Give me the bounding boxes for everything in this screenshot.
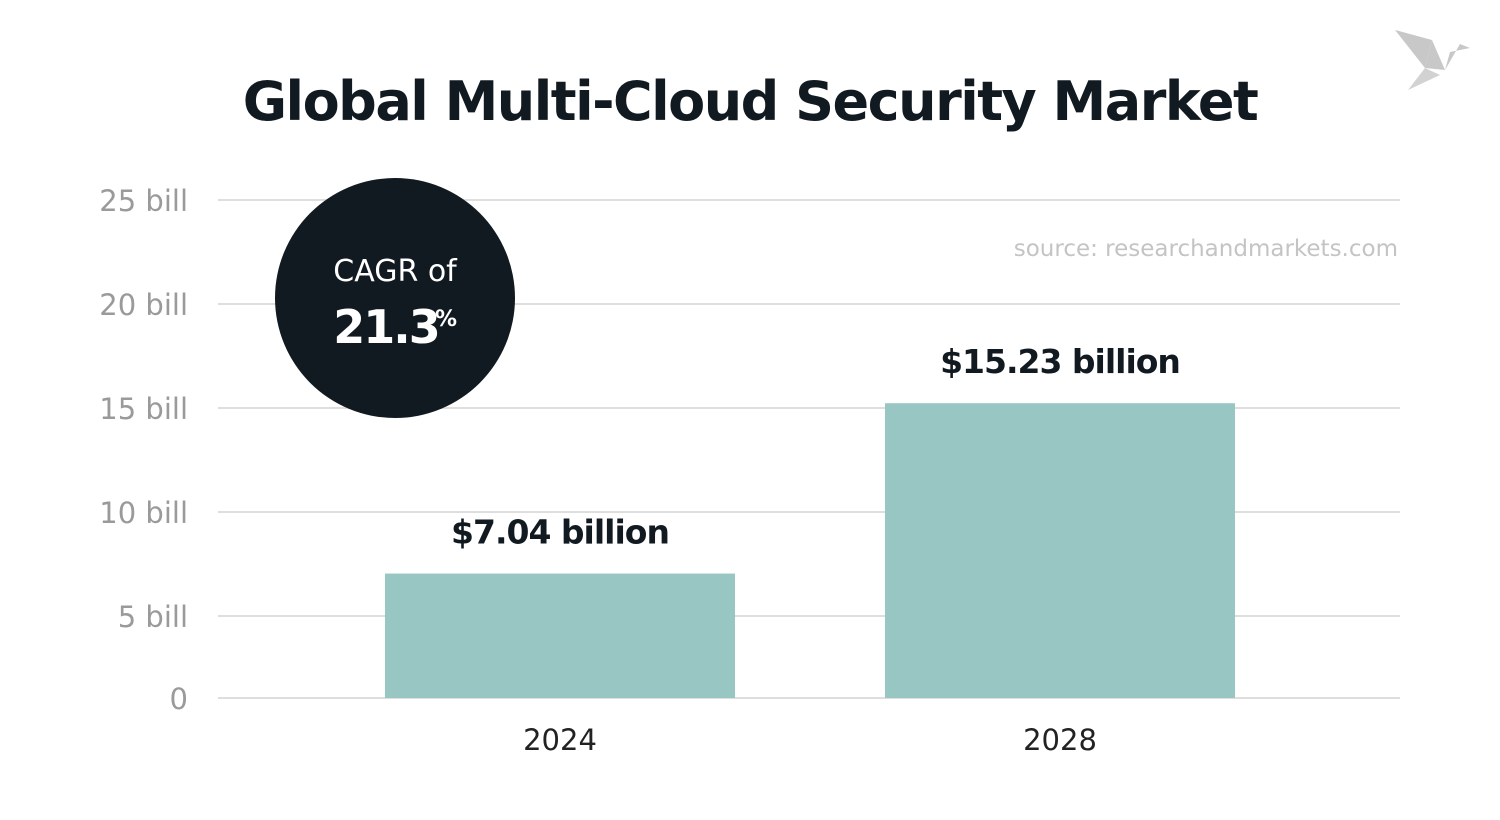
y-axis: 0 5 bill 10 bill 15 bill 20 bill 25 bill	[99, 184, 188, 716]
cagr-value: 21.3	[333, 300, 439, 354]
data-label: $15.23 billion	[940, 342, 1180, 381]
cagr-unit: %	[435, 307, 457, 332]
y-tick-label: 15 bill	[99, 392, 188, 426]
y-tick-label: 10 bill	[99, 496, 188, 530]
cagr-badge: CAGR of 21.3 %	[275, 178, 515, 418]
y-tick-label: 25 bill	[99, 184, 188, 218]
bars: $7.04 billion 2024 $15.23 billion 2028	[385, 342, 1235, 757]
chart-title: Global Multi-Cloud Security Market	[243, 70, 1258, 133]
cagr-circle	[275, 178, 515, 418]
y-tick-label: 0	[170, 682, 188, 716]
source-note: source: researchandmarkets.com	[1014, 236, 1398, 262]
x-tick-label: 2028	[1023, 723, 1097, 757]
y-tick-label: 5 bill	[118, 600, 188, 634]
y-tick-label: 20 bill	[99, 288, 188, 322]
cagr-label: CAGR of	[333, 254, 458, 289]
origami-bird-icon	[1395, 30, 1470, 90]
bar-2024	[385, 573, 735, 698]
bar-2028	[885, 403, 1235, 698]
x-tick-label: 2024	[523, 723, 597, 757]
data-label: $7.04 billion	[451, 513, 669, 552]
